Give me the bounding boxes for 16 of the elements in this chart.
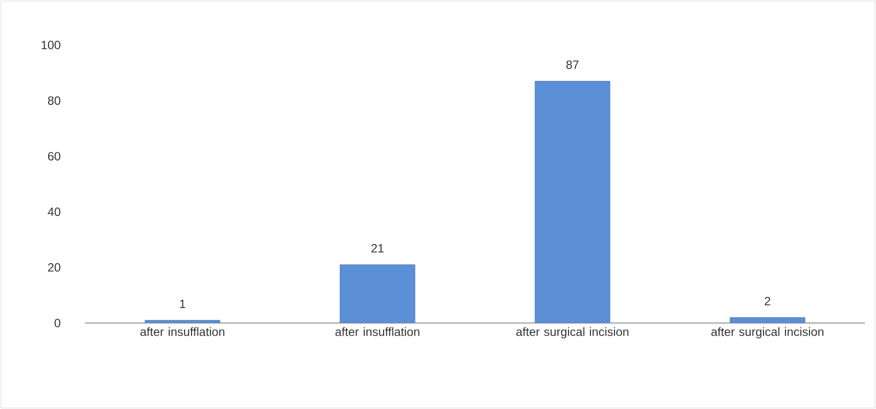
y-tick-label: 100 — [42, 40, 60, 50]
data-label: 87 — [566, 60, 579, 69]
bar — [340, 264, 416, 323]
x-tick-label: after surgical incision — [711, 327, 824, 338]
data-label: 21 — [371, 244, 384, 252]
bar — [534, 80, 610, 323]
y-tick-label: 0 — [54, 318, 60, 328]
y-tick-label: 80 — [48, 96, 60, 105]
data-label: 1 — [180, 300, 186, 308]
y-tick-label: 60 — [48, 152, 60, 160]
x-tick-label: after insufflation — [140, 327, 224, 336]
x-tick-label: after surgical incision — [516, 327, 628, 338]
y-tick-label: 20 — [48, 263, 60, 272]
x-tick-label: after insufflation — [335, 327, 420, 336]
y-tick-label: 40 — [48, 208, 60, 216]
data-label: 2 — [764, 296, 770, 306]
